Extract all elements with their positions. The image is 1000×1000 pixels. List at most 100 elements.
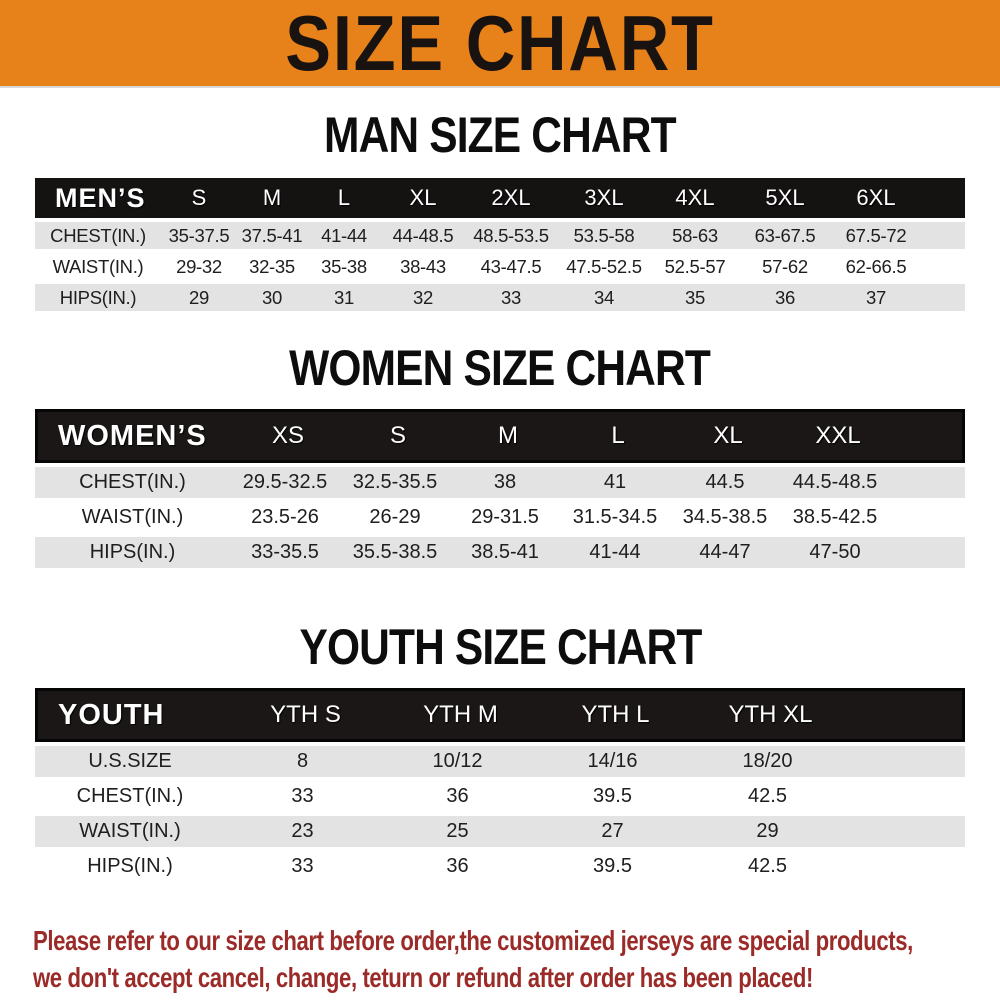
row-label: WAIST(IN.) (52, 255, 144, 277)
size-cell: 32 (413, 286, 433, 308)
women-waist-row: WAIST(IN.) 23.5-26 26-29 29-31.5 31.5-34… (35, 502, 965, 533)
men-col-header: 6XL (856, 185, 896, 210)
men-col-header: 5XL (765, 185, 805, 210)
size-cell: 37 (866, 286, 886, 308)
women-col-header: XL (713, 422, 743, 449)
size-cell: 42.5 (748, 785, 787, 807)
size-cell: 33-35.5 (251, 541, 319, 563)
row-label: CHEST(IN.) (50, 224, 146, 246)
size-cell: 36 (446, 855, 469, 877)
youth-table-header: YOUTH YTH S YTH M YTH L YTH XL (35, 688, 965, 742)
size-cell: 63-67.5 (754, 224, 816, 246)
size-cell: 23 (291, 820, 314, 842)
size-cell: 41 (603, 471, 627, 493)
women-group-label: WOMEN’S (58, 419, 207, 452)
size-cell: 53.5-58 (573, 224, 635, 246)
size-cell: 25 (446, 820, 469, 842)
women-col-header: M (498, 422, 518, 449)
row-label: CHEST(IN.) (79, 471, 186, 493)
row-label: WAIST(IN.) (79, 820, 181, 842)
row-label: HIPS(IN.) (87, 855, 173, 877)
size-cell: 43-47.5 (480, 255, 542, 277)
row-label: HIPS(IN.) (89, 541, 176, 563)
disclaimer-note: Please refer to our size chart before or… (33, 922, 1000, 996)
size-cell: 29 (756, 820, 779, 842)
size-cell: 10/12 (432, 750, 483, 772)
youth-waist-row: WAIST(IN.) 23 25 27 29 (35, 816, 965, 847)
size-cell: 36 (446, 785, 469, 807)
disclaimer-line-1: Please refer to our size chart before or… (33, 925, 913, 956)
women-size-table: WOMEN’S XS S M L XL XXL CHEST(IN.) 29.5-… (35, 409, 965, 568)
youth-chest-row: CHEST(IN.) 33 36 39.5 42.5 (35, 781, 965, 812)
size-cell: 47.5-52.5 (566, 255, 642, 277)
size-cell: 30 (262, 286, 282, 308)
men-group-label: MEN’S (55, 182, 146, 213)
disclaimer-line-2: we don't accept cancel, change, teturn o… (33, 962, 813, 993)
size-cell: 39.5 (593, 785, 632, 807)
men-col-header: S (191, 185, 207, 210)
size-cell: 14/16 (587, 750, 638, 772)
size-cell: 31.5-34.5 (572, 506, 658, 528)
size-cell: 67.5-72 (845, 224, 907, 246)
size-chart-banner: SIZE CHART (0, 0, 1000, 88)
youth-col-header: YTH L (581, 701, 650, 728)
size-cell: 38.5-42.5 (792, 506, 878, 528)
size-cell: 34.5-38.5 (682, 506, 768, 528)
men-size-table: MEN’S S M L XL 2XL 3XL 4XL 5XL 6XL CHEST… (35, 178, 965, 311)
size-cell: 29.5-32.5 (242, 471, 328, 493)
men-col-header: 3XL (584, 185, 624, 210)
size-cell: 23.5-26 (251, 506, 319, 528)
size-cell: 44.5-48.5 (792, 471, 878, 493)
size-cell: 39.5 (593, 855, 632, 877)
size-cell: 38 (493, 471, 517, 493)
row-label: CHEST(IN.) (76, 785, 184, 807)
women-col-header: S (389, 422, 406, 449)
size-cell: 35-38 (321, 255, 367, 277)
size-cell: 18/20 (742, 750, 793, 772)
size-cell: 38.5-41 (471, 541, 539, 563)
size-cell: 62-66.5 (845, 255, 907, 277)
size-cell: 44-48.5 (392, 224, 454, 246)
size-cell: 29 (189, 286, 209, 308)
men-col-header: XL (409, 185, 437, 210)
row-label: HIPS(IN.) (59, 286, 137, 308)
size-cell: 44-47 (699, 541, 751, 563)
size-cell: 44.5 (705, 471, 745, 493)
size-cell: 35.5-38.5 (352, 541, 438, 563)
man-heading-text: MAN SIZE CHART (324, 107, 677, 163)
size-cell: 47-50 (809, 541, 861, 563)
size-cell: 57-62 (762, 255, 808, 277)
size-cell: 26-29 (369, 506, 421, 528)
men-table-header: MEN’S S M L XL 2XL 3XL 4XL 5XL 6XL (35, 178, 965, 218)
youth-group-label: YOUTH (58, 698, 165, 731)
women-section-heading: WOMEN SIZE CHART (0, 343, 1000, 393)
women-table-header: WOMEN’S XS S M L XL XXL (35, 409, 965, 463)
youth-section-heading: YOUTH SIZE CHART (0, 622, 1000, 672)
size-cell: 33 (291, 855, 314, 877)
men-waist-row: WAIST(IN.) 29-32 32-35 35-38 38-43 43-47… (35, 253, 965, 280)
youth-size-table: YOUTH YTH S YTH M YTH L YTH XL U.S.SIZE … (35, 688, 965, 882)
size-cell: 8 (296, 750, 309, 772)
youth-heading-text: YOUTH SIZE CHART (299, 619, 702, 675)
size-cell: 35 (685, 286, 705, 308)
youth-col-header: YTH S (270, 701, 341, 728)
size-cell: 58-63 (672, 224, 718, 246)
women-chest-row: CHEST(IN.) 29.5-32.5 32.5-35.5 38 41 44.… (35, 467, 965, 498)
women-hips-row: HIPS(IN.) 33-35.5 35.5-38.5 38.5-41 41-4… (35, 537, 965, 568)
men-col-header: 2XL (491, 185, 531, 210)
youth-col-header: YTH M (423, 701, 498, 728)
women-col-header: XS (271, 422, 304, 449)
youth-ussize-row: U.S.SIZE 8 10/12 14/16 18/20 (35, 746, 965, 777)
size-cell: 31 (334, 286, 354, 308)
men-col-header: M (262, 185, 282, 210)
size-cell: 27 (601, 820, 624, 842)
size-cell: 29-32 (176, 255, 222, 277)
man-section-heading: MAN SIZE CHART (0, 110, 1000, 160)
men-col-header: 4XL (675, 185, 715, 210)
row-label: WAIST(IN.) (81, 506, 184, 528)
men-col-header: L (337, 185, 351, 210)
size-cell: 33 (501, 286, 521, 308)
youth-col-header: YTH XL (728, 701, 813, 728)
women-col-header: XXL (815, 422, 861, 449)
size-cell: 37.5-41 (241, 224, 303, 246)
